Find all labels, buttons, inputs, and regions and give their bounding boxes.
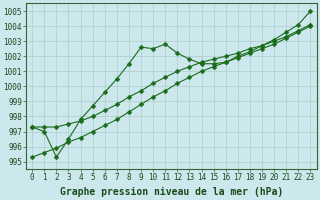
X-axis label: Graphe pression niveau de la mer (hPa): Graphe pression niveau de la mer (hPa) bbox=[60, 186, 283, 197]
